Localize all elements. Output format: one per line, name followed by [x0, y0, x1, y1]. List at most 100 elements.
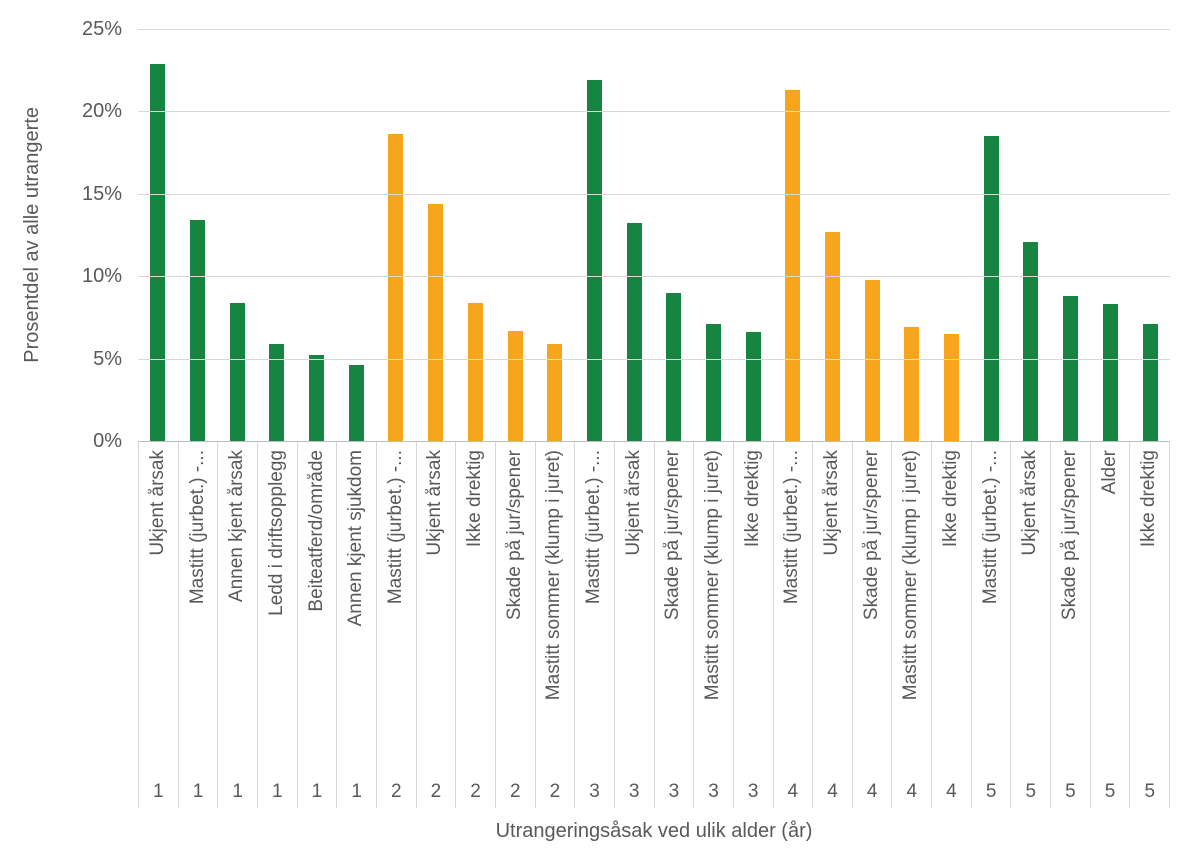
age-label: 4	[827, 781, 838, 802]
age-label: 1	[311, 781, 323, 802]
bar	[507, 330, 523, 441]
age-label: 1	[192, 781, 204, 802]
y-tick-label: 25%	[81, 18, 122, 40]
bar	[190, 220, 206, 441]
category-label: Ukjent årsak	[147, 450, 168, 556]
bar-column	[773, 29, 813, 441]
category-cell: Mastitt (jurbet.) -... 4	[772, 442, 813, 808]
age-label: 1	[232, 781, 243, 802]
category-label: Ledd i driftsopplegg	[266, 450, 287, 616]
category-label: Mastitt (jurbet.) -...	[980, 450, 1001, 605]
category-cell: Annen kjent sjukdom 1	[336, 442, 376, 808]
bar	[547, 343, 563, 441]
bar-column	[654, 29, 694, 441]
category-cell: Skade på jur/spener 2	[494, 442, 535, 808]
bar	[428, 203, 444, 441]
age-label: 3	[747, 781, 759, 802]
bar	[1102, 304, 1118, 441]
bar	[348, 365, 364, 441]
age-label: 1	[351, 781, 362, 802]
bar-column	[495, 29, 535, 441]
bar-column	[1130, 29, 1170, 441]
bar-column	[813, 29, 853, 441]
age-label: 4	[906, 781, 918, 802]
bar	[388, 134, 404, 441]
category-cell: Ukjent årsak 3	[613, 442, 654, 808]
bars-container	[138, 29, 1170, 441]
bar-column	[376, 29, 416, 441]
age-label: 5	[1104, 781, 1116, 802]
bar	[1063, 295, 1079, 441]
category-cell: Ledd i driftsopplegg 1	[256, 442, 297, 808]
bar	[467, 302, 483, 441]
gridline	[138, 111, 1170, 113]
bar-column	[1051, 29, 1091, 441]
bar-column	[852, 29, 892, 441]
category-cell: Mastitt (jurbet.) -... 2	[375, 442, 416, 808]
y-tick-label: 5%	[93, 347, 122, 370]
category-cell: Skade på jur/spener 4	[851, 442, 892, 808]
bar-column	[178, 29, 218, 441]
bar-column	[217, 29, 257, 441]
category-cell: Mastitt sommer (klump i juret) 4	[891, 442, 931, 808]
age-label: 2	[470, 781, 481, 802]
category-label: Ukjent årsak	[425, 450, 446, 556]
age-label: 1	[153, 781, 164, 802]
bar	[1023, 241, 1039, 441]
age-label: 3	[668, 781, 680, 802]
age-label: 4	[946, 781, 957, 802]
category-label: Skade på jur/spener	[1059, 450, 1080, 621]
y-tick-label: 0%	[93, 430, 122, 452]
bar	[150, 63, 166, 441]
category-cell: Alder 5	[1089, 442, 1130, 808]
age-label: 4	[866, 781, 878, 802]
age-label: 5	[1065, 781, 1076, 802]
category-cell: Ukjent årsak 1	[138, 442, 178, 808]
bar	[864, 279, 880, 441]
category-label: Ukjent årsak	[623, 450, 644, 556]
bar-column	[336, 29, 376, 441]
bar	[586, 80, 602, 441]
category-cell: Ukjent årsak 5	[1010, 442, 1050, 808]
category-label: Mastitt (jurbet.) -...	[187, 450, 208, 605]
bar-column	[297, 29, 337, 441]
category-label: Mastitt sommer (klump i juret)	[544, 450, 565, 701]
category-label: Ikke drektig	[465, 450, 486, 548]
x-axis-title: Utrangeringsåsak ved ulik alder (år)	[495, 820, 813, 842]
category-label: Mastitt sommer (klump i juret)	[901, 450, 922, 701]
age-label: 3	[589, 781, 600, 802]
category-label: Skade på jur/spener	[861, 450, 882, 621]
category-cell: Mastitt (jurbet.) -... 1	[177, 442, 218, 808]
age-label: 3	[708, 781, 719, 802]
bar-column	[892, 29, 932, 441]
age-label: 5	[1025, 781, 1037, 802]
category-cell: Annen kjent årsak 1	[217, 442, 257, 808]
bar-column	[971, 29, 1011, 441]
bar-column	[416, 29, 456, 441]
category-label: Skade på jur/spener	[663, 450, 684, 621]
bar	[785, 89, 801, 441]
y-tick-label: 20%	[81, 100, 122, 123]
gridline	[138, 276, 1170, 278]
bar-column	[614, 29, 654, 441]
category-cell: Ikke drektig 4	[931, 442, 971, 808]
bar	[705, 324, 721, 441]
bar	[983, 136, 999, 441]
category-cell: Mastitt (jurbet.) -... 3	[574, 442, 614, 808]
bar-column	[535, 29, 575, 441]
bar-column	[575, 29, 615, 441]
category-cell: Ikke drektig 3	[732, 442, 773, 808]
plot-area	[138, 29, 1170, 442]
category-label: Ukjent årsak	[822, 450, 843, 556]
y-axis-tick-labels: 25% 20% 15% 10% 5% 0%	[40, 18, 122, 452]
age-label: 2	[549, 781, 561, 802]
bar-column	[733, 29, 773, 441]
category-label: Alder	[1099, 450, 1120, 495]
category-label: Mastitt (jurbet.) -...	[385, 450, 406, 605]
bar-column	[138, 29, 178, 441]
bar	[309, 355, 325, 441]
age-label: 2	[509, 781, 521, 802]
y-tick-label: 15%	[81, 182, 122, 205]
bar	[904, 327, 920, 441]
